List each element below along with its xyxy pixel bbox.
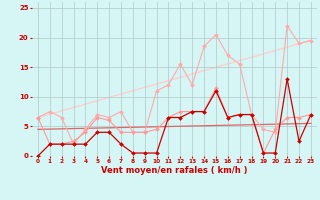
X-axis label: Vent moyen/en rafales ( km/h ): Vent moyen/en rafales ( km/h ) [101, 166, 248, 175]
